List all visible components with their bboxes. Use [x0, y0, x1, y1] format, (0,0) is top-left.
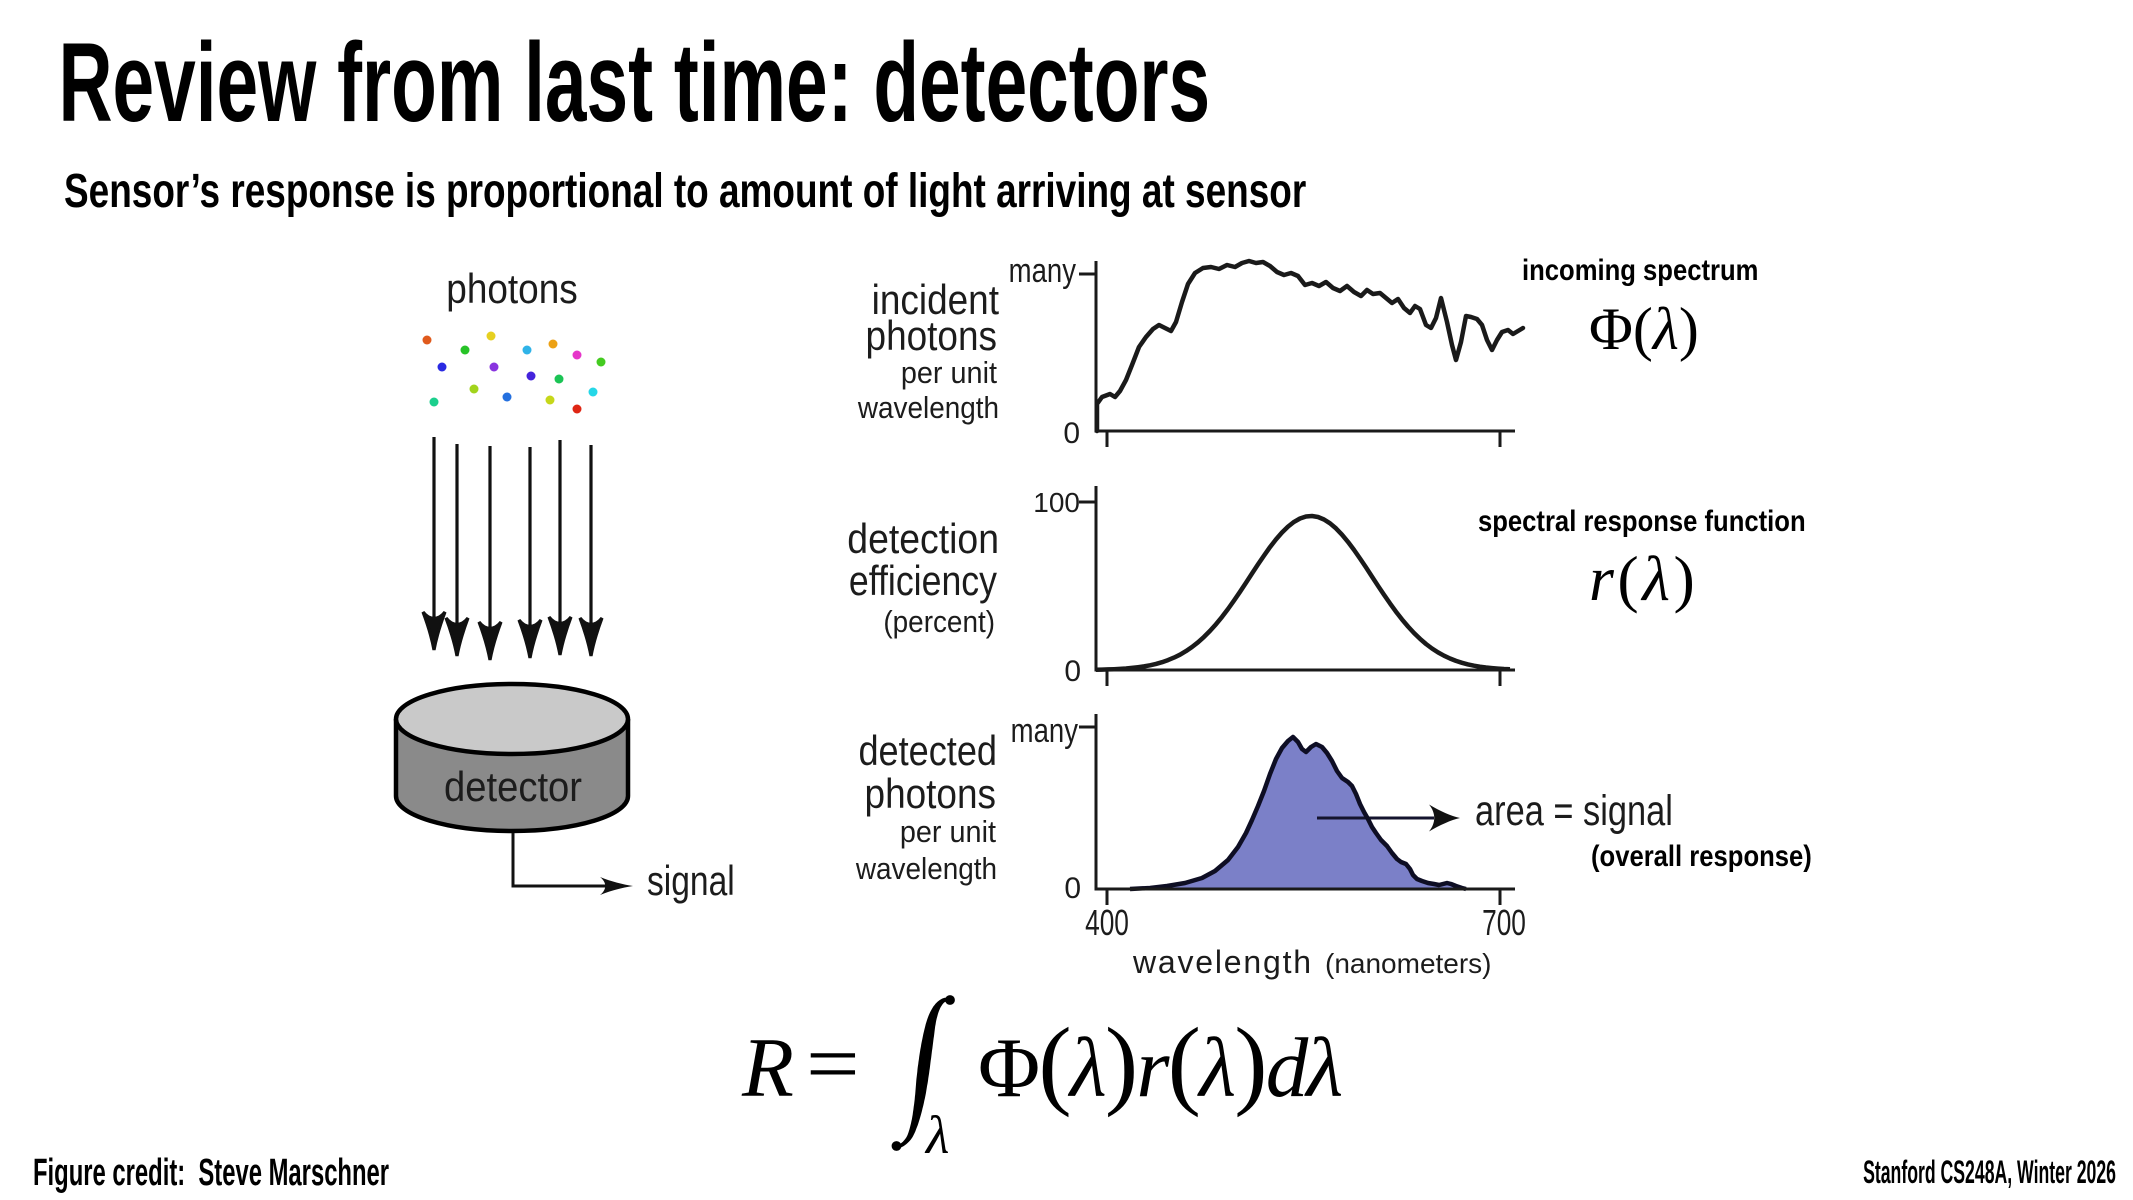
svg-text:detected: detected [858, 729, 997, 775]
svg-text:wavelength: wavelength [855, 852, 997, 887]
svg-text:photons: photons [446, 266, 577, 313]
svg-text:photons: photons [866, 313, 997, 360]
svg-text:wavelength: wavelength [1132, 944, 1313, 980]
svg-text:(overall response): (overall response) [1591, 839, 1812, 872]
svg-text:0: 0 [1064, 655, 1081, 688]
svg-text:signal: signal [647, 859, 735, 905]
svg-text:100: 100 [1033, 487, 1080, 518]
svg-text:many: many [1009, 251, 1077, 289]
svg-text:many: many [1011, 711, 1079, 749]
svg-text:wavelength: wavelength [857, 391, 999, 426]
svg-text:(nanometers): (nanometers) [1325, 948, 1492, 979]
svg-text:400: 400 [1085, 902, 1129, 943]
svg-text:detection: detection [847, 516, 999, 562]
svg-text:Φ(λ): Φ(λ) [1589, 296, 1699, 362]
svg-text:Stanford CS248A, Winter 2026: Stanford CS248A, Winter 2026 [1863, 1156, 2116, 1191]
svg-text:photons: photons [865, 771, 996, 818]
svg-text:Review from last time: detecto: Review from last time: detectors [59, 21, 1211, 146]
svg-text:=: = [806, 1017, 860, 1111]
svg-text:R: R [741, 1021, 794, 1115]
svg-text:Figure credit: Steve Marschne: Figure credit: Steve Marschner [33, 1150, 389, 1193]
svg-text:0: 0 [1064, 872, 1081, 905]
svg-text:700: 700 [1482, 902, 1526, 943]
svg-text:Sensor’s response is proportio: Sensor’s response is proportional to amo… [64, 164, 1306, 218]
svg-text:λ: λ [924, 1105, 949, 1165]
svg-text:incident: incident [872, 277, 999, 324]
svg-text:r(λ): r(λ) [1589, 543, 1698, 614]
svg-text:incoming spectrum: incoming spectrum [1522, 253, 1758, 286]
svg-text:(percent): (percent) [883, 605, 995, 640]
svg-text:efficiency: efficiency [849, 558, 998, 604]
svg-text:area = signal: area = signal [1475, 787, 1673, 834]
svg-text:per unit: per unit [901, 356, 998, 390]
svg-text:detector: detector [444, 763, 582, 810]
svg-text:Φ(λ)r(λ)dλ: Φ(λ)r(λ)dλ [978, 1007, 1341, 1118]
svg-text:spectral response function: spectral response function [1478, 504, 1806, 537]
svg-text:per unit: per unit [900, 815, 997, 849]
svg-text:0: 0 [1063, 417, 1080, 450]
